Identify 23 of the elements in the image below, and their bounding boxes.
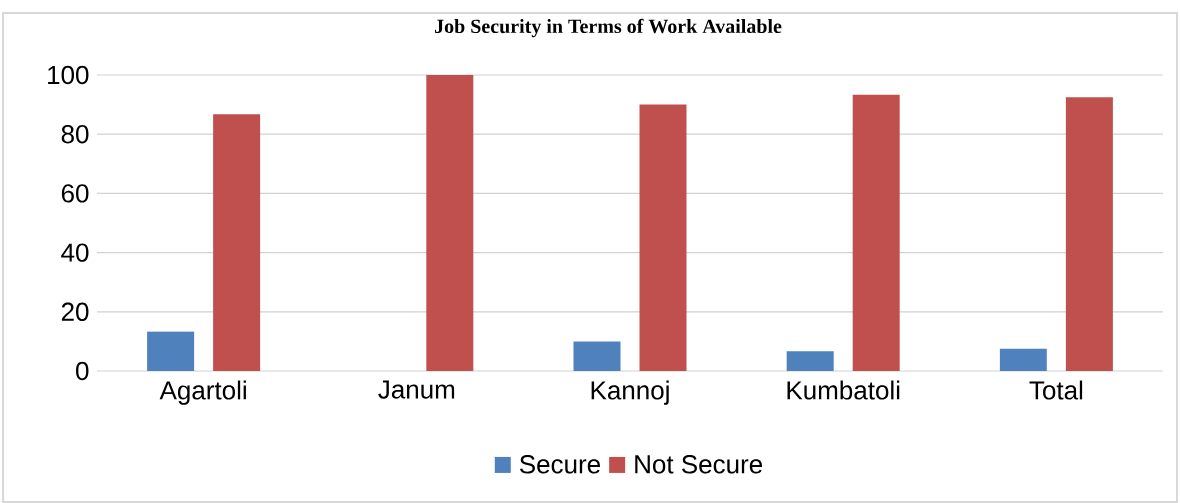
y-tick-label: 60 xyxy=(61,184,89,203)
x-tick-label: Total xyxy=(1029,380,1083,400)
y-tick-label: 100 xyxy=(48,65,89,85)
y-tick-label: 0 xyxy=(76,361,89,381)
bar xyxy=(1065,97,1113,371)
chart-title: Job Security in Terms of Work Available xyxy=(435,18,782,38)
y-tick-label: 80 xyxy=(61,124,89,144)
legend-label: Secure xyxy=(519,455,600,474)
bar xyxy=(852,94,900,371)
legend-label: Not Secure xyxy=(635,455,763,474)
x-tick-label: Kannoj xyxy=(591,380,669,405)
bar xyxy=(213,114,261,371)
bar xyxy=(426,74,474,371)
bar xyxy=(639,104,687,371)
x-tick-label: Agartoli xyxy=(159,380,246,405)
bar xyxy=(573,341,621,371)
y-tick-label: 40 xyxy=(61,243,89,262)
y-tick-label: 20 xyxy=(61,302,89,321)
x-tick-label: Kumbatoli xyxy=(787,380,900,400)
bar xyxy=(999,348,1047,371)
bar xyxy=(786,351,834,371)
x-tick-label: Janum xyxy=(378,380,455,399)
bar xyxy=(147,331,195,371)
